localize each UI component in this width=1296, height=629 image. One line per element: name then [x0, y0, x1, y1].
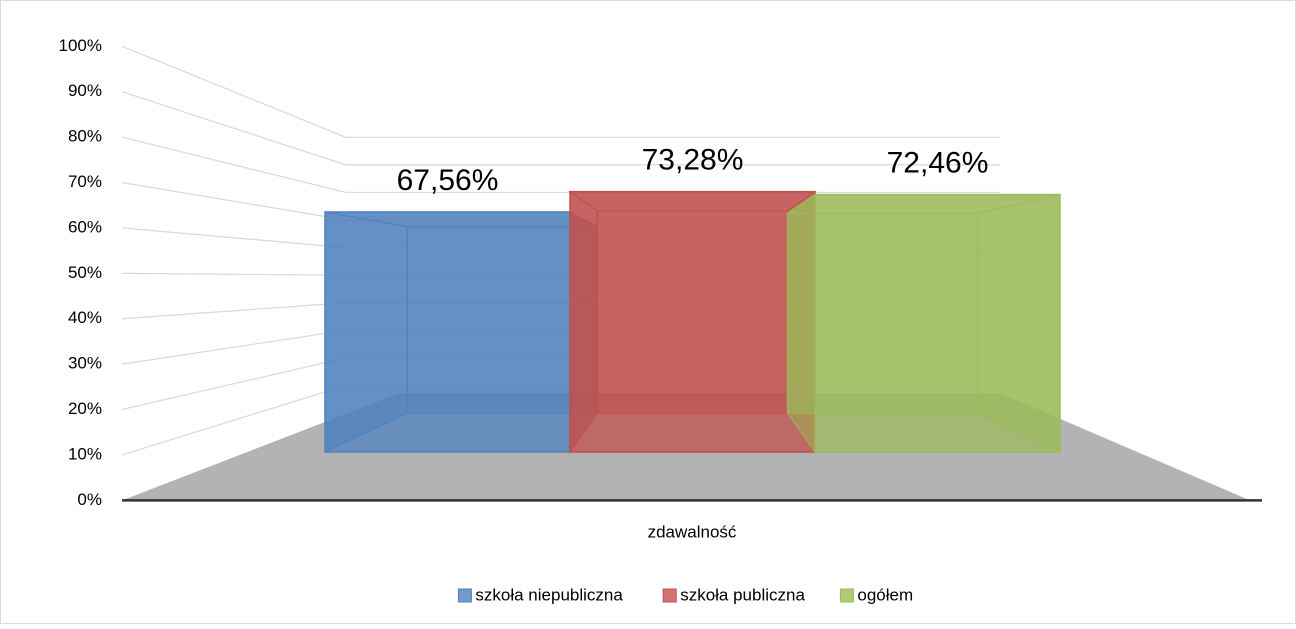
- legend-swatch: [662, 588, 677, 603]
- y-tick-label: 60%: [68, 217, 102, 236]
- y-tick-label: 40%: [68, 308, 102, 327]
- legend-label: szkoła publiczna: [680, 585, 805, 604]
- bar: [814, 193, 1061, 453]
- y-tick-label: 30%: [68, 354, 102, 373]
- grid-line: [121, 45, 347, 138]
- bar-3d: [568, 190, 817, 454]
- grid-line: [121, 272, 346, 276]
- y-tick-label: 0%: [77, 490, 102, 509]
- data-label: 73,28%: [642, 144, 744, 177]
- legend-swatch: [457, 588, 472, 603]
- y-tick-label: 10%: [68, 444, 102, 463]
- legend: szkoła niepubliczna szkoła publiczna ogółe…: [457, 585, 913, 604]
- bar: [324, 211, 571, 453]
- grid-line: [121, 357, 347, 411]
- legend-swatch: [839, 588, 854, 603]
- y-tick-label: 70%: [68, 172, 102, 191]
- bar-left: [786, 193, 816, 454]
- bar-3d: [324, 211, 598, 454]
- legend-label: ogółem: [857, 585, 913, 604]
- grid-line: [121, 384, 347, 456]
- grid-line: [121, 329, 346, 365]
- grid-line: [121, 136, 347, 194]
- grid-line: [121, 302, 346, 320]
- data-label: 72,46%: [887, 146, 989, 179]
- x-tick-label: zdawalność: [648, 522, 737, 541]
- grid-line: [121, 181, 346, 221]
- y-tick-label: 80%: [68, 127, 102, 146]
- y-tick-label: 50%: [68, 263, 102, 282]
- data-label: 67,56%: [397, 164, 499, 197]
- grid-line: [121, 227, 346, 249]
- y-tick-label: 100%: [59, 36, 102, 55]
- legend-label: szkoła niepubliczna: [475, 585, 623, 604]
- bar: [569, 190, 816, 453]
- bar-3d: [785, 193, 1061, 454]
- grid-line: [121, 91, 347, 166]
- y-tick-label: 90%: [68, 81, 102, 100]
- y-tick-label: 20%: [68, 399, 102, 418]
